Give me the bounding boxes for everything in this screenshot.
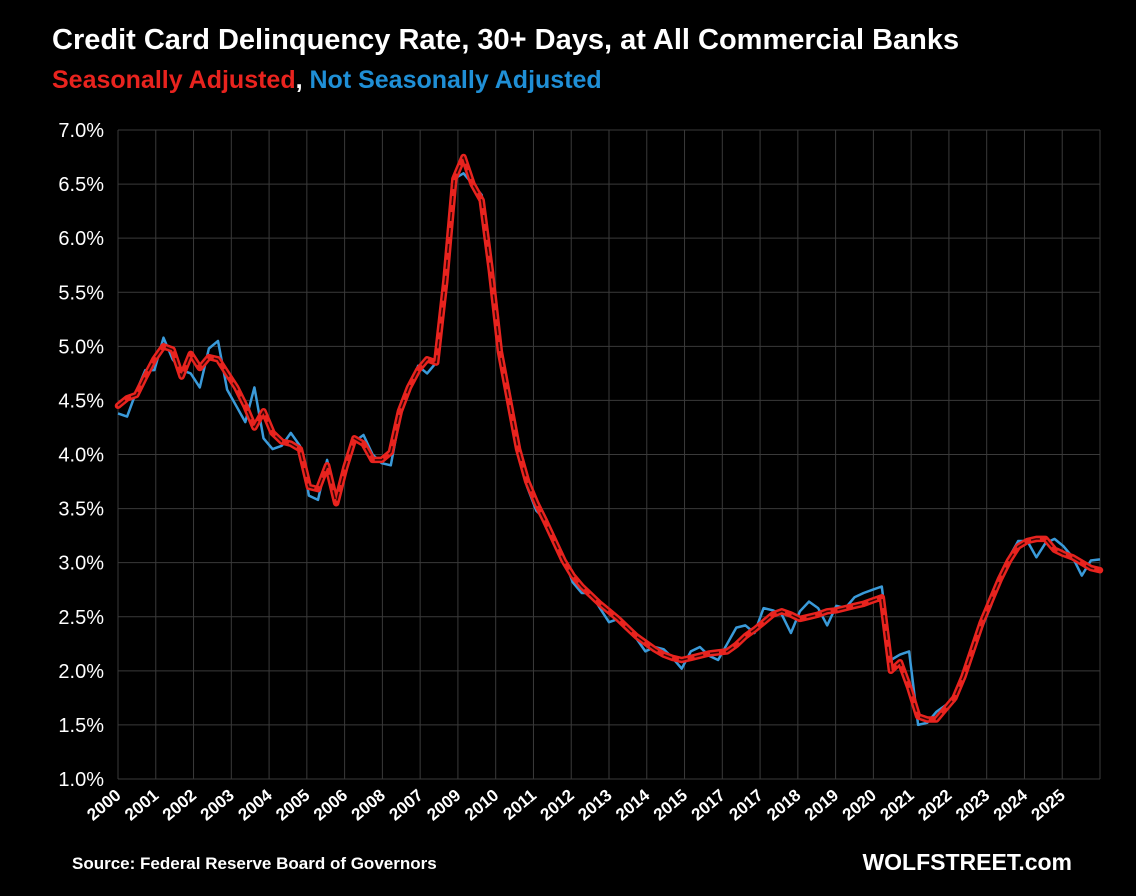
grid-lines: [117, 129, 1101, 780]
y-tick-label: 6.0%: [58, 228, 104, 250]
x-tick-label: 2008: [348, 786, 389, 825]
x-tick-label: 2002: [159, 786, 200, 825]
y-tick-label: 5.0%: [58, 336, 104, 358]
y-tick-label: 7.0%: [58, 120, 104, 142]
x-tick-label: 2006: [310, 786, 351, 825]
x-tick-label: 2010: [461, 786, 502, 825]
x-tick-label: 2017: [688, 786, 729, 825]
x-tick-label: 2020: [839, 786, 880, 825]
x-tick-label: 2011: [500, 786, 540, 824]
y-axis-ticks: 1.0% 1.5% 2.0% 2.5% 3.0% 3.5% 4.0% 4.5% 5.0% 5.5%…: [58, 120, 104, 791]
legend-line: Seasonally Adjusted, Not Seasonally Adju…: [52, 66, 602, 95]
x-tick-label: 2013: [574, 786, 615, 825]
x-tick-label: 2003: [197, 786, 238, 825]
series-lines: [114, 153, 1104, 727]
legend-seasonally-adjusted: Seasonally Adjusted: [52, 66, 296, 94]
series-line-not-seasonally-adjusted: [117, 172, 1101, 727]
x-tick-label: 2025: [1028, 786, 1069, 825]
x-axis-ticks: 2000200120022003200420052006200820072009…: [83, 785, 1068, 824]
y-tick-label: 4.5%: [58, 390, 104, 412]
y-tick-label: 1.5%: [58, 715, 104, 737]
source-note: Source: Federal Reserve Board of Governo…: [72, 854, 437, 873]
x-tick-label: 2017: [725, 786, 766, 825]
y-tick-label: 1.0%: [58, 769, 104, 791]
x-tick-label: 2001: [121, 786, 162, 825]
x-tick-label: 2018: [763, 786, 804, 825]
chart-title: Credit Card Delinquency Rate, 30+ Days, …: [52, 24, 960, 56]
y-tick-label: 4.0%: [58, 445, 104, 467]
x-tick-label: 2022: [914, 786, 955, 825]
x-tick-label: 2023: [952, 786, 993, 825]
x-tick-label: 2014: [612, 785, 654, 824]
y-tick-label: 5.5%: [58, 282, 104, 304]
x-tick-label: 2007: [386, 786, 427, 825]
brand-watermark: WOLFSTREET.com: [862, 849, 1072, 875]
y-tick-label: 3.0%: [58, 553, 104, 575]
x-tick-label: 2000: [83, 786, 124, 825]
x-tick-label: 2015: [650, 786, 691, 825]
legend-separator: ,: [295, 66, 303, 94]
x-tick-label: 2019: [801, 786, 842, 825]
y-tick-label: 2.0%: [58, 661, 104, 683]
x-tick-label: 2021: [877, 786, 918, 825]
x-tick-label: 2009: [423, 786, 464, 825]
legend-not-seasonally-adjusted: Not Seasonally Adjusted: [309, 66, 602, 94]
x-tick-label: 2012: [537, 786, 578, 825]
series-dash-seasonally-adjusted: [117, 156, 1101, 721]
y-tick-label: 3.5%: [58, 499, 104, 521]
x-tick-label: 2024: [990, 785, 1032, 824]
x-tick-label: 2005: [272, 786, 313, 825]
x-tick-label: 2004: [234, 785, 276, 824]
y-tick-label: 6.5%: [58, 174, 104, 196]
y-tick-label: 2.5%: [58, 607, 104, 629]
